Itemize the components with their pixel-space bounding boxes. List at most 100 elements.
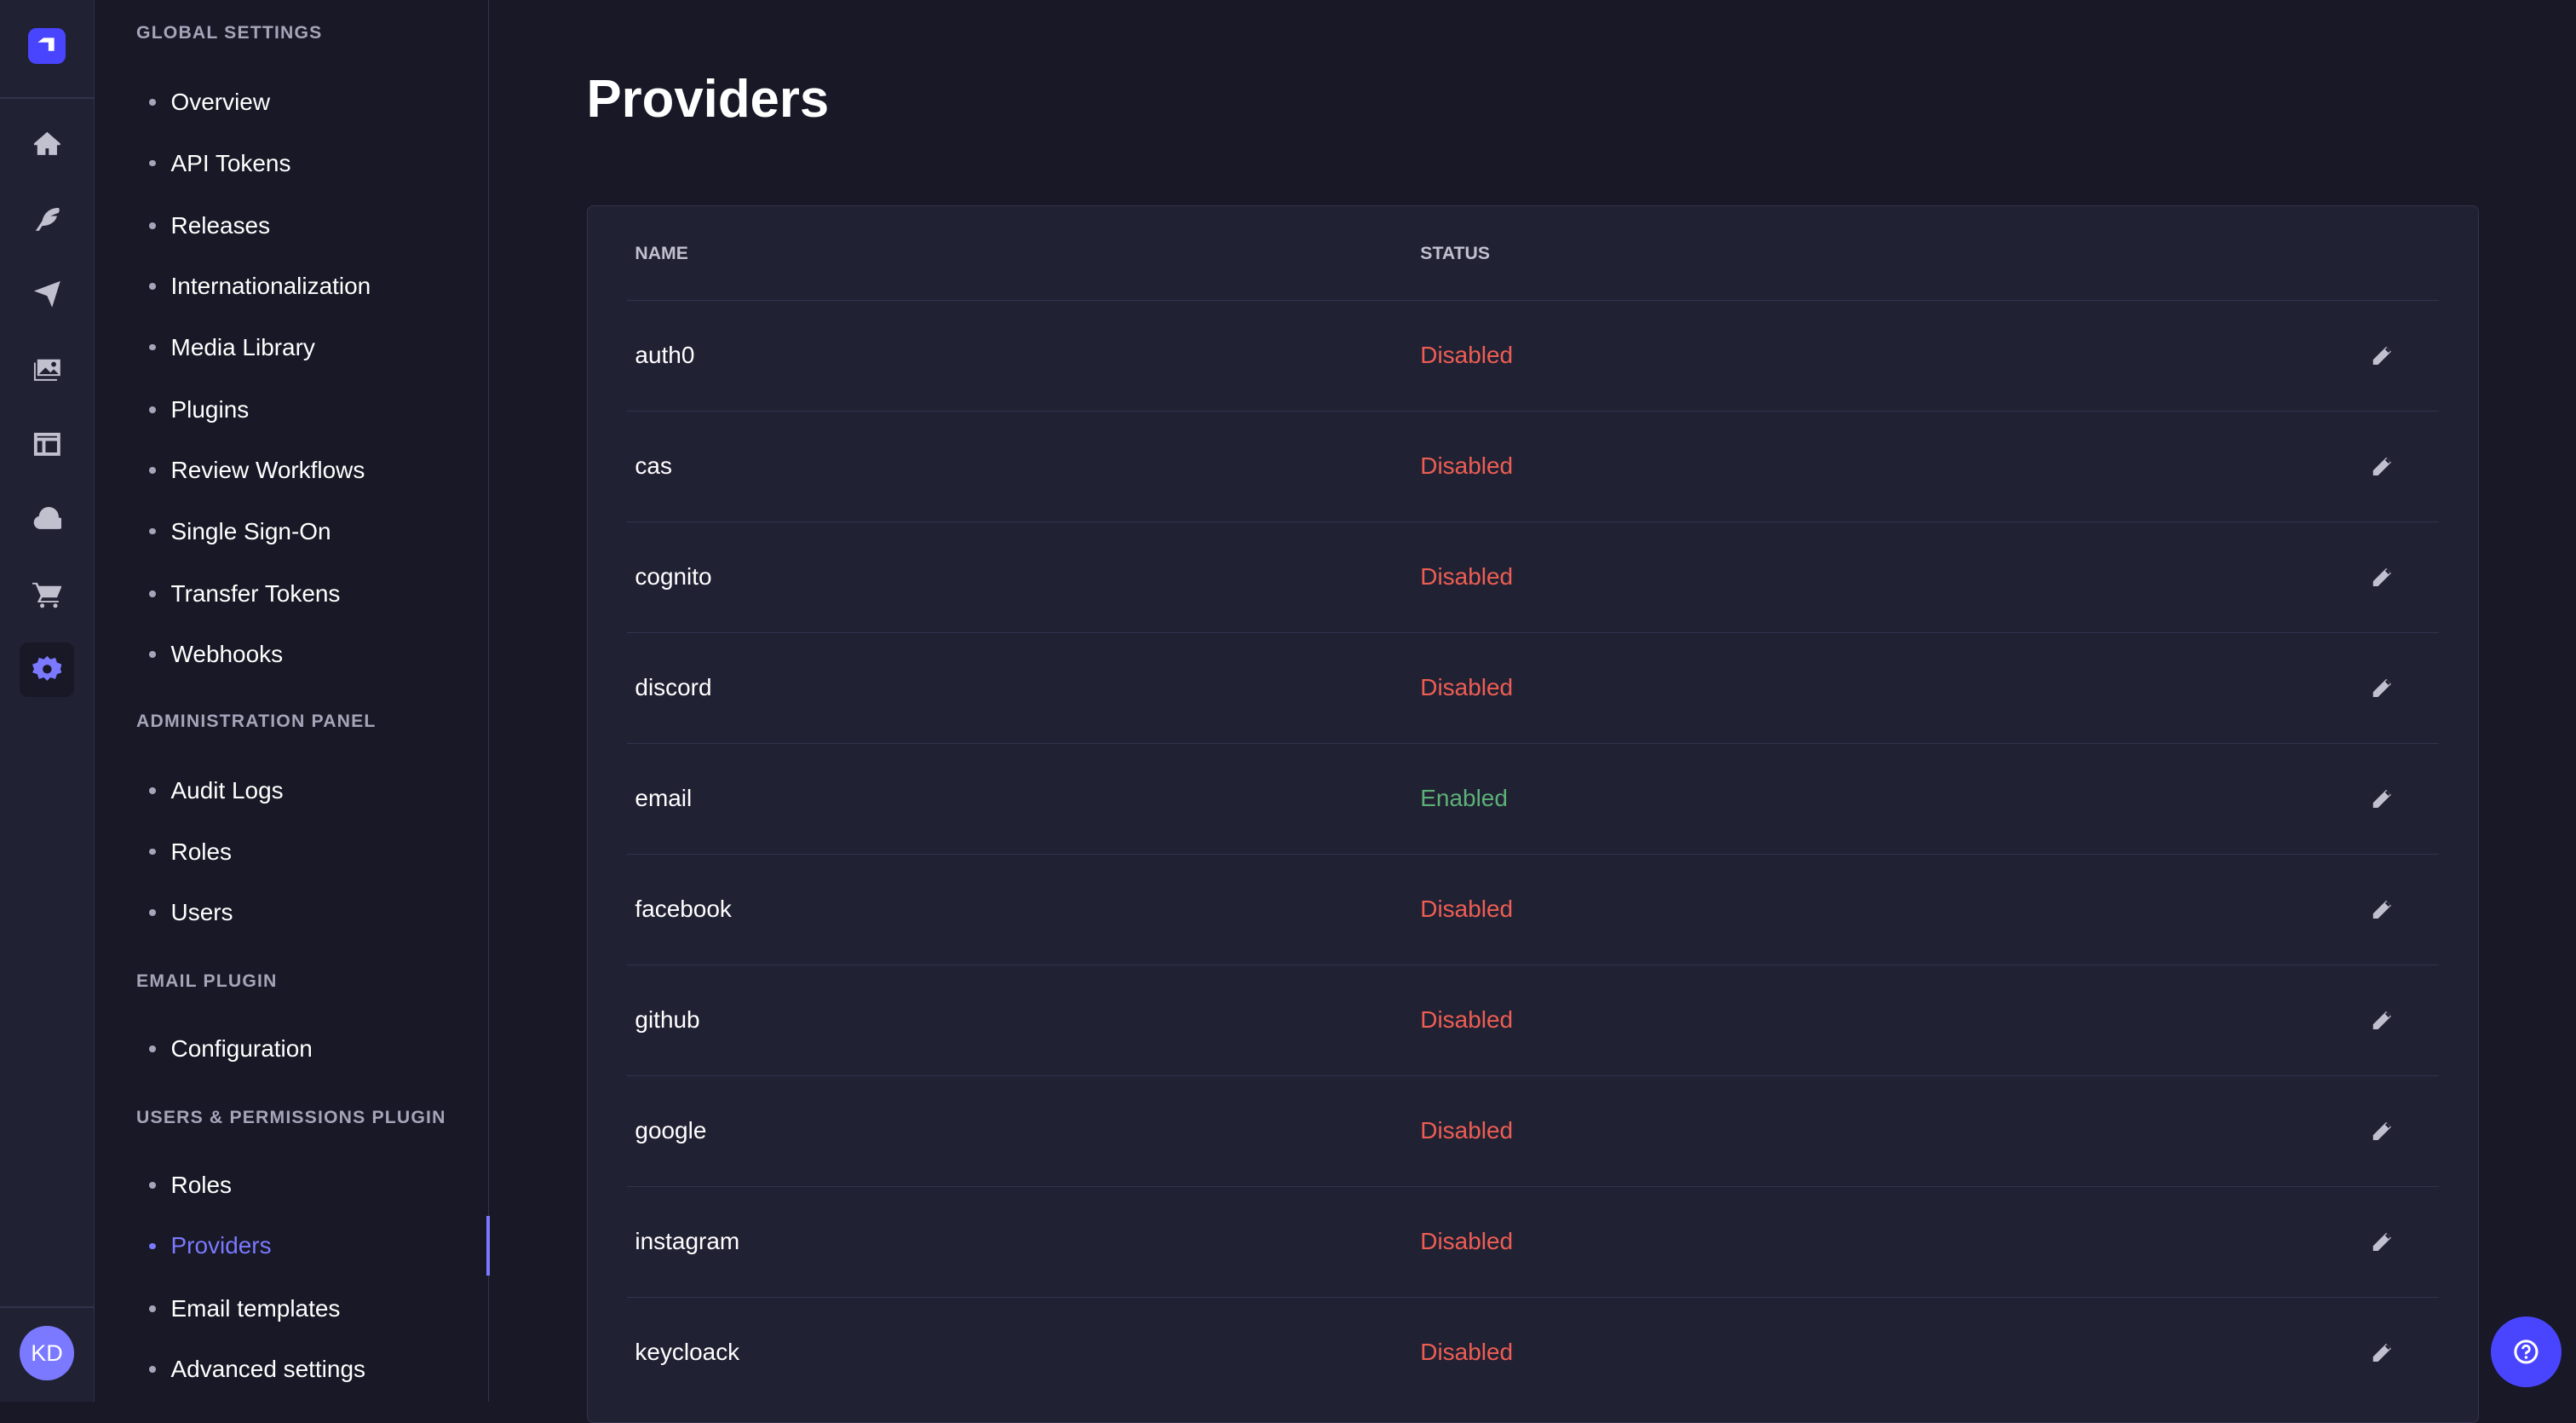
section-heading: GLOBAL SETTINGS [136,23,323,43]
nav-paper-plane-button[interactable] [20,267,74,321]
edit-pencil-icon[interactable] [2368,565,2395,591]
subnav-item-label: Releases [170,211,271,239]
nav-layout-button[interactable] [20,417,74,471]
subnav-item-media-library[interactable]: Media Library [149,334,315,361]
subnav-item-users[interactable]: Users [149,899,233,926]
subnav-item-transfer-tokens[interactable]: Transfer Tokens [149,580,340,608]
nav-images-button[interactable] [20,342,74,396]
bullet [149,467,157,474]
provider-name: cognito [635,563,712,591]
nav-feather-button[interactable] [20,192,74,246]
subnav-item-label: Users [170,898,233,925]
table-row[interactable]: google Disabled [626,1074,2440,1186]
subnav-item-label: Review Workflows [170,457,365,484]
subnav-item-label: Single Sign-On [170,517,331,544]
user-avatar[interactable]: KD [20,1326,74,1381]
table-row[interactable]: auth0 Disabled [626,299,2440,411]
nav-cloud-button[interactable] [20,493,74,547]
provider-name: email [635,785,693,812]
provider-name: google [635,1117,707,1144]
subnav-item-audit-logs[interactable]: Audit Logs [149,777,284,804]
subnav-item-configuration[interactable]: Configuration [149,1035,313,1063]
nav-cart-button[interactable] [20,567,74,622]
column-header-status: STATUS [1420,244,1490,264]
status-badge: Disabled [1420,1228,1514,1255]
layout-icon [33,432,60,456]
bullet [149,283,157,290]
bullet [149,159,157,167]
subnav-item-overview[interactable]: Overview [149,89,270,116]
help-icon [2514,1339,2539,1364]
table-row[interactable]: instagram Disabled [626,1185,2440,1297]
bullet [149,99,157,106]
bullet [149,848,157,856]
subnav-item-label: Email templates [170,1294,341,1322]
edit-pencil-icon[interactable] [2368,343,2395,370]
table-row[interactable]: github Disabled [626,964,2440,1075]
table-row[interactable]: cas Disabled [626,410,2440,521]
edit-pencil-icon[interactable] [2368,454,2395,481]
subnav-item-roles[interactable]: Roles [149,1172,232,1199]
subnav-item-label: Roles [170,1172,232,1199]
active-indicator [486,1216,490,1276]
subnav-item-email-templates[interactable]: Email templates [149,1295,340,1322]
status-badge: Disabled [1420,1339,1514,1366]
feather-icon [35,207,60,231]
subnav-item-plugins[interactable]: Plugins [149,396,249,423]
bullet [149,1242,157,1250]
bullet [149,527,157,535]
bullet [149,1366,157,1373]
subnav-item-label: Audit Logs [170,777,284,804]
gear-icon [32,656,62,682]
status-badge: Disabled [1420,342,1514,369]
table-row[interactable]: facebook Disabled [626,853,2440,965]
bullet [149,651,157,658]
status-badge: Disabled [1420,452,1514,480]
edit-pencil-icon[interactable] [2368,1008,2395,1034]
bullet [149,1182,157,1189]
paper-plane-icon [33,280,60,308]
subnav-item-label: Advanced settings [170,1356,365,1383]
status-badge: Enabled [1420,785,1508,812]
settings-subnav: GLOBAL SETTINGS Overview API Tokens Release… [95,0,490,1403]
table-row[interactable]: cognito Disabled [626,521,2440,632]
nav-gear-button[interactable] [20,642,74,697]
divider [0,96,94,99]
provider-name: instagram [635,1228,740,1255]
nav-home-button[interactable] [20,117,74,171]
cart-icon [32,583,62,608]
table-row[interactable]: discord Disabled [626,631,2440,743]
bullet [149,1305,157,1312]
subnav-item-releases[interactable]: Releases [149,212,270,239]
provider-name: github [635,1006,700,1034]
help-button[interactable] [2490,1316,2562,1387]
subnav-item-providers[interactable]: Providers [149,1232,272,1259]
provider-name: cas [635,452,672,480]
subnav-item-review-workflows[interactable]: Review Workflows [149,457,365,484]
provider-name: auth0 [635,342,695,369]
table-row[interactable]: email Enabled [626,742,2440,854]
bullet [149,1046,157,1052]
subnav-item-advanced-settings[interactable]: Advanced settings [149,1356,365,1383]
subnav-item-label: Providers [170,1232,272,1259]
subnav-item-roles[interactable]: Roles [149,838,232,866]
status-badge: Disabled [1420,1006,1514,1034]
divider [0,1306,94,1309]
subnav-item-api-tokens[interactable]: API Tokens [149,150,290,177]
edit-pencil-icon[interactable] [2368,1230,2395,1256]
status-badge: Disabled [1420,674,1514,701]
bullet [149,222,157,229]
provider-name: facebook [635,896,732,923]
subnav-item-single-sign-on[interactable]: Single Sign-On [149,518,331,545]
edit-pencil-icon[interactable] [2368,676,2395,702]
subnav-item-webhooks[interactable]: Webhooks [149,641,283,668]
table-row[interactable]: keycloack Disabled [626,1296,2440,1408]
status-badge: Disabled [1420,1117,1514,1144]
status-badge: Disabled [1420,563,1514,591]
edit-pencil-icon[interactable] [2368,897,2395,924]
edit-pencil-icon[interactable] [2368,1340,2395,1367]
edit-pencil-icon[interactable] [2368,1119,2395,1145]
strapi-logo[interactable] [27,27,66,65]
subnav-item-internationalization[interactable]: Internationalization [149,273,371,300]
edit-pencil-icon[interactable] [2368,786,2395,813]
